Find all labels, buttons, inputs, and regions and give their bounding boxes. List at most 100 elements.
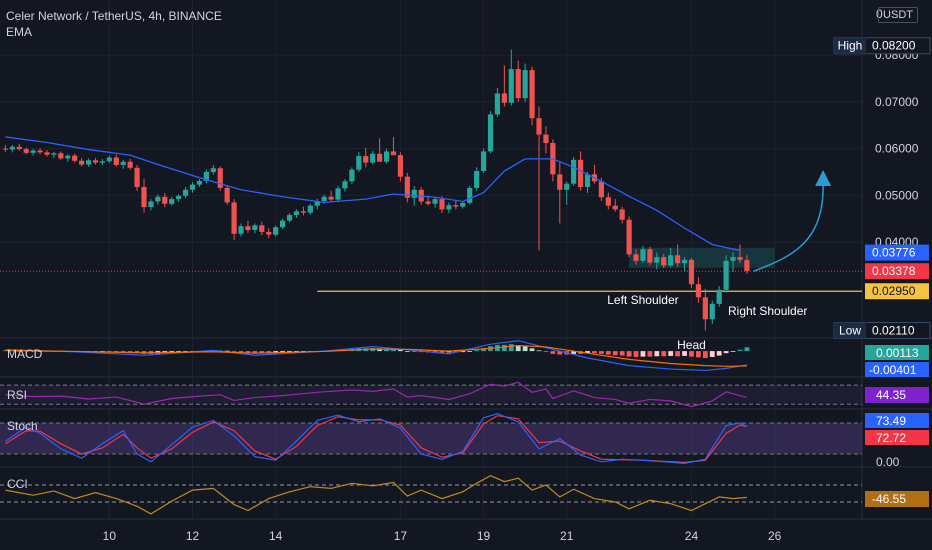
candle-body [695,284,701,298]
candle-body [196,180,203,185]
candle-body [203,172,209,181]
macd-histogram-bar [259,351,265,354]
candle-body [390,151,397,156]
macd-histogram-bar [550,351,556,354]
stoch-d-value: 72.72 [876,431,906,445]
candle-body [293,211,300,216]
price-marker-tag [834,37,866,54]
projection-curve [753,186,824,272]
candle-body [543,134,549,144]
macd-histogram-bar [592,351,597,354]
candle-body [577,159,584,187]
candle-body [487,114,494,152]
cci-value: -46.55 [872,492,906,506]
candle-body [744,259,750,272]
candle-body [99,161,106,163]
candle-body [654,257,660,263]
candle-body [529,70,535,119]
stoch-k-value: 73.49 [876,414,906,428]
candle-body [668,255,674,266]
macd-histogram-bar [238,351,244,353]
candle-body [148,201,154,208]
candle-body [259,225,265,232]
macd-histogram-bar [404,351,410,352]
macd-histogram-bar [689,351,694,357]
macd-histogram-bar [640,351,646,357]
candle-body [79,160,85,165]
cci-value-box [865,491,929,507]
currency-button[interactable]: USDT [878,7,918,23]
candle-body [661,257,667,266]
candle-body [266,231,272,235]
candle-body [92,160,99,163]
macd-histogram-bar [605,351,611,355]
candle-body [598,181,604,198]
candle-body [584,174,591,187]
candle-body [314,200,320,206]
macd-line [5,340,748,372]
ema-line [5,136,741,252]
stoch-label[interactable]: Stoch [7,419,38,433]
candle-body [494,93,501,115]
candle-body [453,205,459,207]
macd-histogram-bar [585,351,590,354]
candle-body [377,153,383,162]
ema-indicator-label[interactable]: EMA [6,25,33,39]
candle-body [633,254,639,261]
macd-label[interactable]: MACD [7,347,43,361]
pattern-annotation: Left Shoulder [607,293,678,307]
candle-body [44,152,50,155]
candle-body [238,226,244,234]
pattern-annotation: Right Shoulder [728,304,807,318]
stoch-band [0,422,862,455]
price-marker-box [865,244,929,261]
macd-histogram-bar [571,351,577,354]
symbol-title: Celer Network / TetherUS, 4h, BINANCE [6,9,222,23]
cci-label[interactable]: CCI [7,477,28,491]
price-marker-value: 0.03378 [872,264,916,278]
price-marker-box [865,263,929,280]
candle-body [286,215,293,221]
macd-histogram-bar [702,351,708,358]
x-tick-label: 10 [103,529,117,543]
stoch-d-value-box [865,430,929,445]
macd-histogram-bar [536,350,542,352]
macd-histogram-bar [654,351,660,357]
candle-body [37,150,43,153]
price-marker-name: Low [839,324,861,338]
macd-histogram-bar [633,351,639,357]
candle-body [508,69,514,103]
candle-body [51,153,57,155]
macd-histogram-bar [127,351,133,353]
x-tick-label: 14 [269,529,283,543]
candle-body [342,181,348,189]
candle-body [356,156,362,170]
macd-histogram-bar [723,351,729,354]
candle-body [335,188,341,200]
candle-body [120,161,126,165]
price-marker-value: 0.02950 [872,284,916,298]
candle-body [162,196,168,204]
stoch-k-line [5,412,748,464]
candle-body [681,259,688,264]
macd-histogram-bar [106,351,112,352]
macd-histogram-bar [245,351,251,353]
macd-histogram-bar [501,344,507,352]
candle-body [273,227,279,235]
x-tick-label: 21 [560,529,574,543]
macd-histogram-bar [467,351,473,352]
price-marker-box [865,283,929,300]
macd-histogram-bar [626,351,632,357]
x-tick-label: 12 [186,529,200,543]
candle-body [245,226,251,230]
price-marker-tag [834,322,866,339]
macd-line-value: -0.00401 [869,363,917,377]
candle-body [404,176,410,198]
candle-body [141,186,147,208]
candle-body [65,155,71,159]
rsi-label[interactable]: RSI [7,388,28,402]
price-tick-label: 0.05000 [875,188,919,202]
macd-signal-line [5,344,747,367]
macd-histogram-bar [716,351,722,356]
